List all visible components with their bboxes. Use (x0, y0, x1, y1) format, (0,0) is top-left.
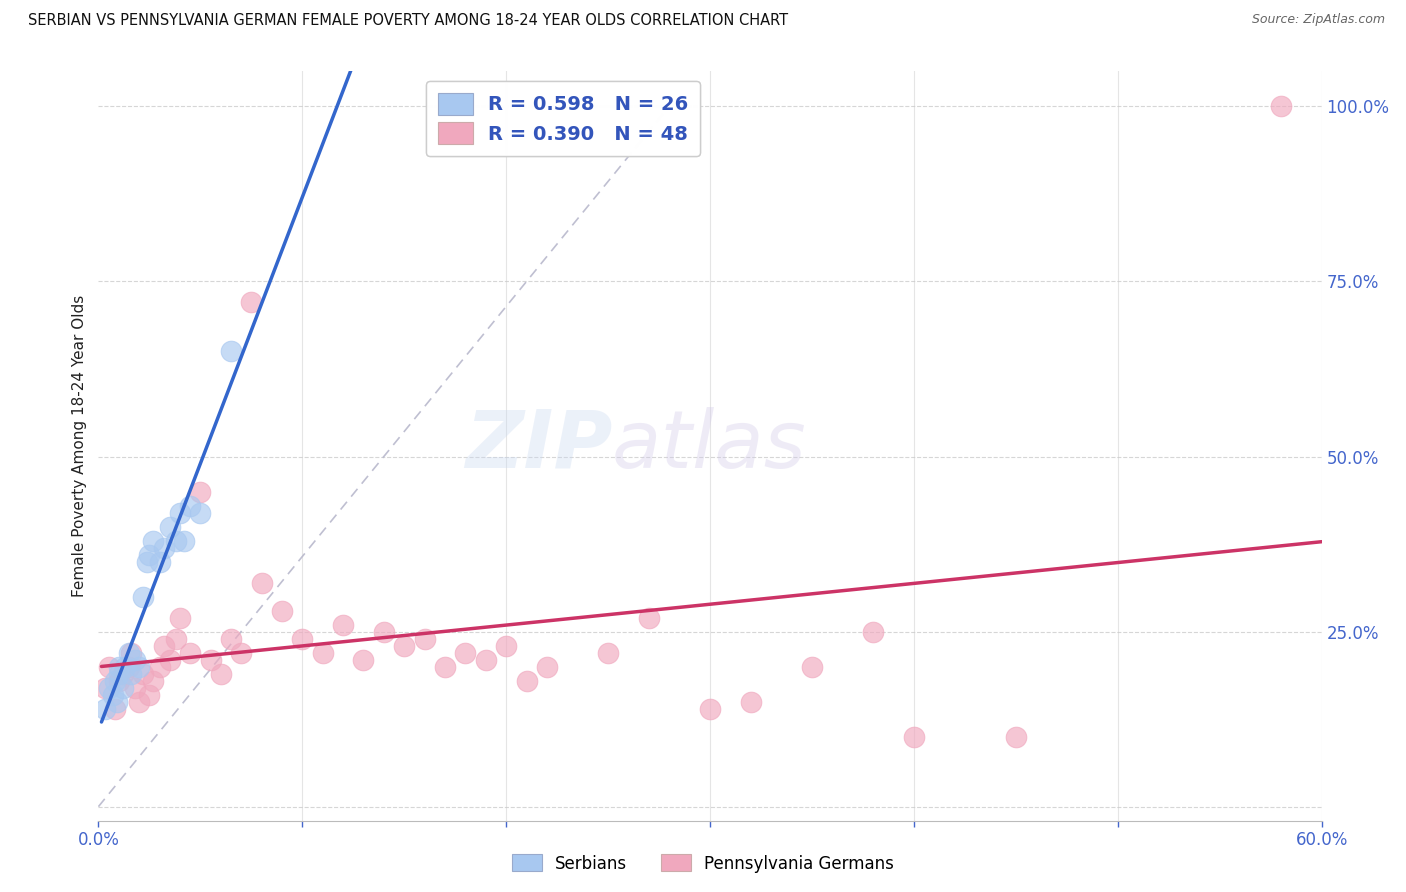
Point (536, 659, 558, 673)
Point (332, 617, 354, 632)
Point (352, 652, 374, 666)
Point (136, 555, 159, 569)
Point (111, 666, 134, 681)
Point (209, 666, 232, 681)
Text: Source: ZipAtlas.com: Source: ZipAtlas.com (1251, 13, 1385, 27)
Point (128, 695, 150, 709)
Legend: Serbians, Pennsylvania Germans: Serbians, Pennsylvania Germans (505, 847, 901, 880)
Point (132, 590, 155, 604)
Text: SERBIAN VS PENNSYLVANIA GERMAN FEMALE POVERTY AMONG 18-24 YEAR OLDS CORRELATION : SERBIAN VS PENNSYLVANIA GERMAN FEMALE PO… (28, 13, 789, 29)
Point (120, 646, 142, 660)
Point (159, 652, 181, 666)
Point (392, 639, 416, 653)
Point (179, 646, 201, 660)
Point (169, 506, 191, 520)
Point (373, 624, 395, 639)
Point (108, 666, 131, 681)
Point (149, 659, 172, 673)
Point (250, 575, 273, 590)
Point (104, 673, 127, 688)
Point (434, 659, 457, 673)
Point (93, 701, 115, 715)
Y-axis label: Female Poverty Among 18-24 Year Olds: Female Poverty Among 18-24 Year Olds (72, 295, 87, 597)
Point (108, 673, 131, 688)
Point (291, 632, 314, 646)
Point (104, 701, 127, 715)
Point (312, 646, 335, 660)
Point (474, 652, 498, 666)
Point (516, 673, 538, 688)
Point (240, 295, 263, 310)
Point (93, 681, 115, 695)
Point (219, 632, 242, 646)
Point (638, 610, 661, 624)
Point (132, 666, 155, 681)
Point (128, 659, 150, 673)
Point (200, 652, 222, 666)
Point (118, 646, 141, 660)
Point (801, 659, 824, 673)
Point (114, 659, 136, 673)
Point (142, 673, 165, 688)
Point (270, 603, 294, 617)
Point (118, 659, 141, 673)
Point (165, 533, 187, 548)
Point (142, 533, 165, 548)
Point (219, 344, 242, 359)
Point (105, 695, 128, 709)
Point (413, 632, 436, 646)
Legend: R = 0.598   N = 26, R = 0.390   N = 48: R = 0.598 N = 26, R = 0.390 N = 48 (426, 81, 700, 156)
Point (495, 639, 517, 653)
Point (108, 659, 131, 673)
Point (903, 730, 925, 744)
Point (152, 541, 174, 555)
Point (159, 519, 181, 533)
Point (1004, 730, 1026, 744)
Point (454, 646, 477, 660)
Point (169, 610, 191, 624)
Point (740, 695, 762, 709)
Text: ZIP: ZIP (465, 407, 612, 485)
Point (138, 548, 160, 562)
Text: atlas: atlas (612, 407, 807, 485)
Point (1270, 99, 1292, 113)
Point (124, 652, 146, 666)
Point (188, 484, 212, 499)
Point (231, 646, 253, 660)
Point (598, 646, 620, 660)
Point (152, 639, 174, 653)
Point (179, 499, 201, 513)
Point (862, 624, 884, 639)
Point (173, 533, 195, 548)
Point (699, 701, 721, 715)
Point (124, 681, 146, 695)
Point (149, 555, 172, 569)
Point (97, 659, 120, 673)
Point (101, 688, 124, 702)
Point (120, 666, 142, 681)
Point (165, 632, 187, 646)
Point (111, 681, 134, 695)
Point (138, 688, 160, 702)
Point (97, 681, 120, 695)
Point (188, 506, 212, 520)
